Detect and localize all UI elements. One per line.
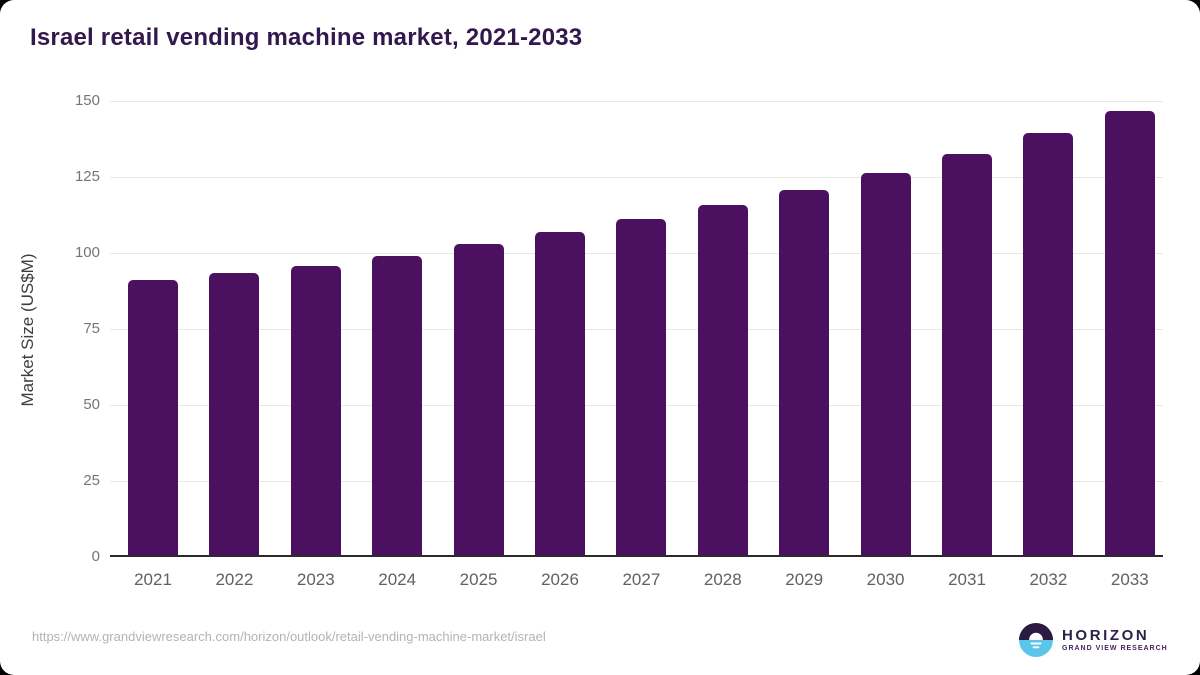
bar-2025 (453, 244, 504, 555)
bar-2028 (697, 204, 748, 555)
bar-2032 (1023, 133, 1074, 555)
logo-text: HORIZON GRAND VIEW RESEARCH (1062, 626, 1168, 653)
x-axis-line (110, 555, 1163, 557)
gridline-125 (110, 177, 1163, 178)
horizon-logo-icon (1019, 623, 1053, 657)
bar-2027 (616, 219, 667, 555)
x-tick-label-2021: 2021 (134, 570, 172, 589)
x-tick-label-2031: 2031 (948, 570, 986, 589)
bar-2033 (1104, 110, 1155, 555)
horizon-logo: HORIZON GRAND VIEW RESEARCH (1019, 623, 1168, 657)
x-tick-label-2022: 2022 (215, 570, 254, 589)
source-url: https://www.grandviewresearch.com/horizo… (32, 629, 546, 644)
x-tick-label-2026: 2026 (541, 570, 579, 589)
bar-2024 (372, 255, 423, 555)
bar-2030 (860, 172, 911, 555)
y-tick-label-50: 50 (83, 396, 100, 413)
x-tick-label-2023: 2023 (296, 570, 335, 589)
x-tick-label-2030: 2030 (866, 570, 905, 589)
bar-2023 (290, 266, 341, 555)
y-tick-label-0: 0 (91, 548, 100, 565)
y-tick-label-125: 125 (74, 168, 100, 185)
logo-wordmark: HORIZON (1062, 626, 1150, 644)
bar-2031 (942, 153, 992, 555)
y-tick-label-100: 100 (74, 244, 100, 261)
logo-subtitle: GRAND VIEW RESEARCH (1062, 644, 1168, 652)
plot-area (110, 101, 1163, 557)
y-tick-label-150: 150 (74, 92, 100, 109)
x-tick-label-2025: 2025 (459, 570, 498, 589)
bar-2022 (209, 272, 260, 555)
x-tick-label-2024: 2024 (378, 570, 417, 589)
x-tick-label-2027: 2027 (622, 570, 661, 589)
x-tick-label-2032: 2032 (1029, 570, 1068, 589)
bar-2021 (128, 280, 178, 555)
bar-2029 (779, 190, 830, 555)
x-tick-label-2029: 2029 (785, 570, 824, 589)
bar-2026 (535, 232, 585, 555)
x-tick-label-2028: 2028 (703, 570, 742, 589)
y-tick-label-75: 75 (83, 320, 100, 337)
gridline-150 (110, 101, 1163, 102)
y-tick-label-25: 25 (83, 472, 100, 489)
x-tick-label-2033: 2033 (1110, 570, 1149, 589)
chart-title: Israel retail vending machine market, 20… (30, 24, 583, 51)
